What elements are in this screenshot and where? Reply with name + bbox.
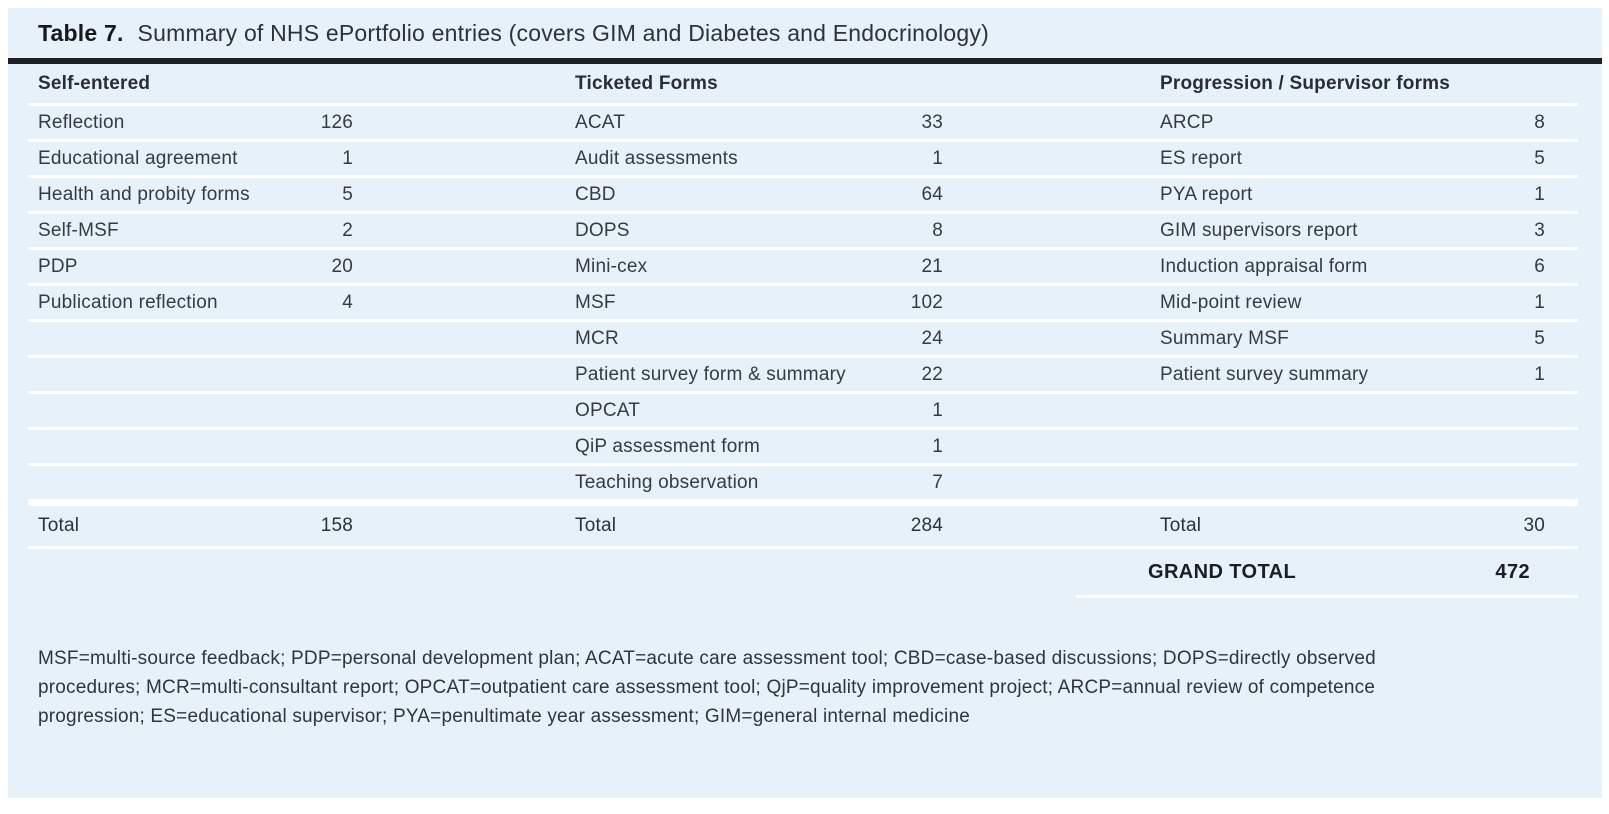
abbreviations-footnote: MSF=multi-source feedback; PDP=personal … [38, 644, 1562, 731]
row-value: 8 [1534, 111, 1545, 133]
row-label: GIM supervisors report [1160, 219, 1358, 241]
column-header-progression-supervisor-forms: Progression / Supervisor forms [1160, 72, 1451, 94]
row-label: PYA report [1160, 183, 1253, 205]
row-label: Health and probity forms [38, 183, 250, 205]
total-value: 30 [1523, 515, 1545, 536]
row-label: OPCAT [575, 399, 641, 421]
title-divider-rule [8, 58, 1602, 64]
table-body: Reflection 126 ACAT 33 ARCP 8 Educational agre… [28, 106, 1578, 502]
total-label: Total [575, 515, 617, 536]
row-value: 21 [921, 255, 943, 277]
row-label: MCR [575, 327, 619, 349]
total-value: 284 [910, 515, 943, 536]
row-value: 1 [342, 147, 353, 169]
table-number: Table 7. [38, 19, 124, 46]
summary-table: Self-entered Ticketed Forms Progression … [28, 64, 1578, 549]
column-header-self-entered: Self-entered [38, 72, 151, 94]
row-value: 8 [932, 219, 943, 241]
row-label: PDP [38, 255, 78, 277]
row-value: 1 [1534, 183, 1545, 205]
row-label: Mid-point review [1160, 291, 1302, 313]
row-value: 7 [932, 471, 943, 493]
row-label: ES report [1160, 147, 1243, 169]
row-label: Patient survey summary [1160, 363, 1369, 385]
table-row: Patient survey form & summary 22 Patient s… [28, 358, 1578, 394]
row-value: 4 [342, 291, 353, 313]
footnote-line: progression; ES=educational supervisor; … [38, 706, 971, 727]
table-row: QiP assessment form 1 [28, 430, 1578, 466]
row-value: 1 [1534, 291, 1545, 313]
table-figure-panel: Table 7. Summary of NHS ePortfolio entri… [8, 8, 1602, 798]
row-label: ACAT [575, 111, 626, 133]
table-row: OPCAT 1 [28, 394, 1578, 430]
row-label: MSF [575, 291, 616, 313]
row-value: 3 [1534, 219, 1545, 241]
table-row: MCR 24 Summary MSF 5 [28, 322, 1578, 358]
row-value: 24 [921, 327, 943, 349]
totals-row: Total 158 Total 284 Total 30 [28, 502, 1578, 549]
row-label: Induction appraisal form [1160, 255, 1368, 277]
row-label: Reflection [38, 111, 125, 133]
row-value: 5 [342, 183, 353, 205]
row-value: 1 [932, 399, 943, 421]
row-value: 1 [932, 147, 943, 169]
grand-total-value: 472 [1495, 560, 1530, 583]
total-label: Total [38, 515, 80, 536]
row-value: 2 [342, 219, 353, 241]
grand-total-row: GRAND TOTAL 472 [1076, 549, 1578, 598]
row-label: QiP assessment form [575, 435, 761, 457]
row-label: Patient survey form & summary [575, 363, 846, 385]
table-row: PDP 20 Mini-cex 21 Induction appraisal form 6 [28, 250, 1578, 286]
table-row: Reflection 126 ACAT 33 ARCP 8 [28, 106, 1578, 142]
total-label: Total [1160, 515, 1202, 536]
table-row: Self-MSF 2 DOPS 8 GIM supervisors report 3 [28, 214, 1578, 250]
table-row: Educational agreement 1 Audit assessments 1… [28, 142, 1578, 178]
grand-total-label: GRAND TOTAL [1148, 560, 1297, 583]
footnote-line: procedures; MCR=multi-consultant report;… [38, 677, 1376, 698]
row-value: 64 [921, 183, 943, 205]
row-value: 22 [921, 363, 943, 385]
row-label: Summary MSF [1160, 327, 1289, 349]
table-caption: Table 7. Summary of NHS ePortfolio entri… [8, 8, 1602, 58]
table-title: Summary of NHS ePortfolio entries (cover… [137, 19, 989, 46]
row-value: 1 [1534, 363, 1545, 385]
row-label: DOPS [575, 219, 630, 241]
row-label: ARCP [1160, 111, 1214, 133]
row-label: Mini-cex [575, 255, 648, 277]
row-value: 102 [910, 291, 943, 313]
row-label: Educational agreement [38, 147, 238, 169]
total-value: 158 [320, 515, 353, 536]
row-value: 5 [1534, 147, 1545, 169]
table-row: Teaching observation 7 [28, 466, 1578, 502]
row-value: 6 [1534, 255, 1545, 277]
row-label: CBD [575, 183, 616, 205]
row-value: 126 [320, 111, 353, 133]
table-row: Health and probity forms 5 CBD 64 PYA report… [28, 178, 1578, 214]
row-value: 5 [1534, 327, 1545, 349]
column-header-ticketed-forms: Ticketed Forms [575, 72, 718, 94]
table-row: Publication reflection 4 MSF 102 Mid-point r… [28, 286, 1578, 322]
column-headers-row: Self-entered Ticketed Forms Progression … [28, 64, 1578, 106]
row-label: Self-MSF [38, 219, 119, 241]
row-value: 1 [932, 435, 943, 457]
row-value: 33 [921, 111, 943, 133]
row-label: Teaching observation [575, 471, 759, 493]
row-value: 20 [331, 255, 353, 277]
row-label: Audit assessments [575, 147, 738, 169]
footnote-line: MSF=multi-source feedback; PDP=personal … [38, 648, 1376, 669]
row-label: Publication reflection [38, 291, 218, 313]
